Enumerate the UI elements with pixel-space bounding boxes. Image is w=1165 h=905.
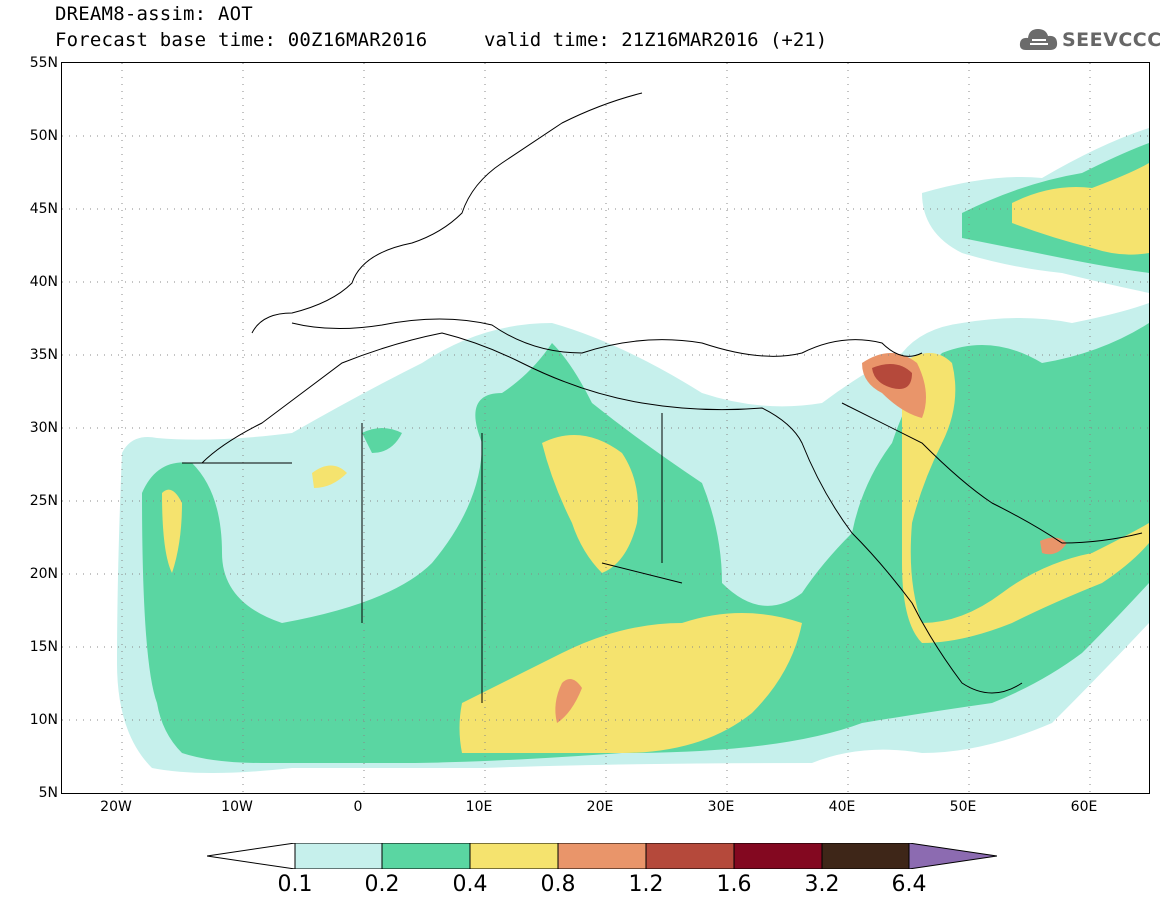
colorbar-swatch xyxy=(733,843,823,869)
lon-label: 20E xyxy=(586,799,614,815)
colorbar-label: 0.1 xyxy=(277,872,313,897)
lat-label: 10N xyxy=(29,712,58,728)
lon-label: 60E xyxy=(1070,799,1098,815)
aot-field-1.2 xyxy=(872,364,912,389)
colorbar xyxy=(207,843,997,869)
lon-label: 20W xyxy=(100,799,132,815)
product-title: DREAM8-assim: AOT xyxy=(55,3,253,25)
lat-label: 40N xyxy=(29,274,58,290)
colorbar-swatch xyxy=(207,843,296,869)
graticule xyxy=(62,63,1149,793)
colorbar-label: 0.2 xyxy=(364,872,400,897)
logo-text: SEEVCCC xyxy=(1062,29,1162,51)
colorbar-swatch xyxy=(469,843,559,869)
colorbar-swatch xyxy=(294,843,383,869)
aot-field-0.4 xyxy=(162,163,1149,753)
coastlines xyxy=(182,92,1143,703)
seevccc-logo: SEEVCCC xyxy=(1018,24,1161,56)
colorbar-swatch xyxy=(381,843,471,869)
lat-label: 55N xyxy=(29,55,58,71)
colorbar-label: 6.4 xyxy=(891,872,927,897)
base-time: Forecast base time: 00Z16MAR2016 xyxy=(55,29,428,51)
lon-label: 30E xyxy=(707,799,735,815)
colorbar-swatch xyxy=(821,843,910,869)
lat-label: 15N xyxy=(29,639,58,655)
colorbar-swatch xyxy=(645,843,735,869)
cloud-icon xyxy=(1019,29,1058,50)
colorbar-label: 1.6 xyxy=(716,872,752,897)
lon-label: 40E xyxy=(828,799,856,815)
lon-label: 10E xyxy=(465,799,493,815)
lat-label: 5N xyxy=(38,785,58,801)
colorbar-label: 1.2 xyxy=(628,872,664,897)
colorbar-swatch xyxy=(908,843,997,869)
lat-label: 25N xyxy=(29,493,58,509)
valid-time: valid time: 21Z16MAR2016 (+21) xyxy=(484,29,828,51)
lat-label: 35N xyxy=(29,347,58,363)
lat-label: 30N xyxy=(29,420,58,436)
lat-label: 45N xyxy=(29,201,58,217)
colorbar-label: 0.4 xyxy=(452,872,488,897)
lat-label: 50N xyxy=(29,128,58,144)
aot-map xyxy=(62,63,1149,793)
colorbar-swatch xyxy=(557,843,647,869)
lon-label: 0 xyxy=(353,799,363,815)
map-panel xyxy=(61,62,1150,794)
lon-label: 10W xyxy=(221,799,253,815)
colorbar-label: 3.2 xyxy=(804,872,840,897)
lat-label: 20N xyxy=(29,566,58,582)
lon-label: 50E xyxy=(949,799,977,815)
colorbar-label: 0.8 xyxy=(540,872,576,897)
